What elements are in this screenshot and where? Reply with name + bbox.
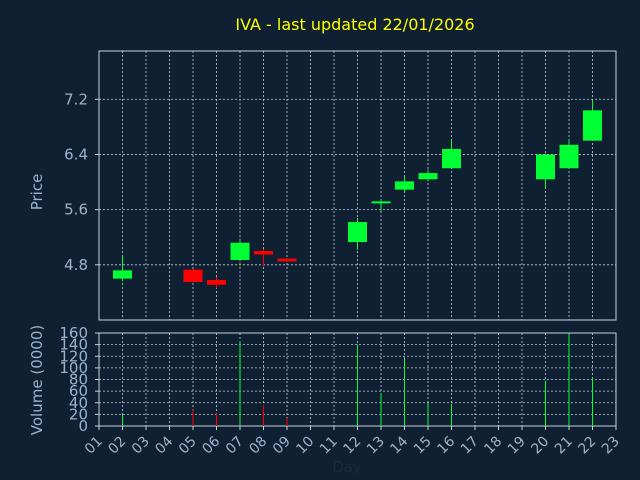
day-tick-label: 21 xyxy=(552,434,576,458)
price-candles xyxy=(113,99,602,289)
candle-body xyxy=(254,251,273,255)
volume-tick-label: 40 xyxy=(69,394,88,412)
volume-tick-label: 20 xyxy=(69,405,88,423)
candle-body xyxy=(348,222,367,243)
price-tick-label: 6.4 xyxy=(64,145,88,163)
day-tick-label: 22 xyxy=(575,434,599,458)
volume-axis-label: Volume (0000) xyxy=(28,325,46,435)
day-tick-label: 11 xyxy=(317,434,341,458)
candle-body xyxy=(536,154,555,180)
candle-body xyxy=(183,269,203,283)
candle-body xyxy=(583,110,602,141)
candle-body xyxy=(113,270,132,279)
price-tick-label: 4.8 xyxy=(64,256,88,274)
day-tick-label: 09 xyxy=(270,434,294,458)
volume-bars xyxy=(122,334,593,426)
day-tick-label: 05 xyxy=(176,434,200,458)
day-tick-label: 18 xyxy=(481,434,505,458)
candle-body xyxy=(207,279,226,285)
price-tick-label: 5.6 xyxy=(64,201,88,219)
candle-body xyxy=(418,173,438,180)
price-axis-label: Price xyxy=(28,174,46,211)
day-tick-label: 20 xyxy=(528,434,552,458)
day-axis-label: Day xyxy=(332,458,362,476)
day-tick-label: 17 xyxy=(458,434,482,458)
price-axis: 4.8 5.6 6.4 7.2 xyxy=(64,90,99,274)
candle-body xyxy=(277,258,297,262)
day-tick-label: 04 xyxy=(152,433,176,457)
day-tick-label: 08 xyxy=(246,434,270,458)
day-tick-label: 10 xyxy=(293,434,317,458)
day-tick-label: 13 xyxy=(364,434,388,458)
volume-tick-label: 80 xyxy=(69,371,88,389)
day-tick-label: 12 xyxy=(340,434,364,458)
day-tick-label: 06 xyxy=(199,433,223,457)
chart-title: IVA - last updated 22/01/2026 xyxy=(235,15,474,34)
day-tick-label: 16 xyxy=(434,433,458,457)
day-tick-label: 14 xyxy=(387,433,411,457)
day-tick-label: 02 xyxy=(105,434,129,458)
price-gridlines xyxy=(98,50,617,321)
volume-tick-label: 60 xyxy=(69,382,88,400)
volume-tick-label: 0 xyxy=(78,417,88,435)
day-tick-label: 19 xyxy=(505,434,529,458)
candle-body xyxy=(371,201,391,204)
volume-tick-label: 140 xyxy=(59,336,88,354)
day-tick-label: 03 xyxy=(129,434,153,458)
price-tick-label: 7.2 xyxy=(64,90,88,108)
day-tick-label: 15 xyxy=(411,434,435,458)
candle-body xyxy=(230,242,250,260)
candle-body xyxy=(442,148,461,169)
candle-body xyxy=(395,181,414,190)
volume-tick-label: 160 xyxy=(59,324,88,342)
volume-tick-label: 120 xyxy=(59,347,88,365)
day-tick-label: 23 xyxy=(599,434,623,458)
day-axis: 01 02 03 04 05 06 07 08 09 10 11 12 13 14 15 16 17 18 19 20… xyxy=(82,426,623,457)
day-tick-label: 01 xyxy=(82,434,106,458)
day-tick-label: 07 xyxy=(223,434,247,458)
candle-body xyxy=(559,144,579,169)
volume-tick-label: 100 xyxy=(59,359,88,377)
